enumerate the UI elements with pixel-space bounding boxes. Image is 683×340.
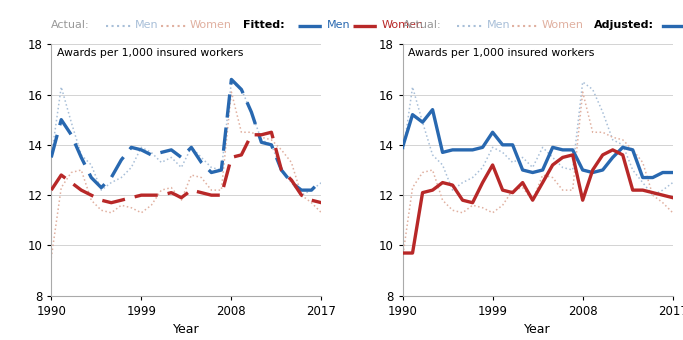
Text: Men: Men bbox=[326, 20, 350, 31]
Text: Men: Men bbox=[486, 20, 510, 31]
Text: Women: Women bbox=[190, 20, 232, 31]
Text: Men: Men bbox=[135, 20, 158, 31]
Text: Women: Women bbox=[542, 20, 583, 31]
Text: Actual:: Actual: bbox=[402, 20, 441, 31]
Text: Actual:: Actual: bbox=[51, 20, 90, 31]
Text: Awards per 1,000 insured workers: Awards per 1,000 insured workers bbox=[408, 48, 594, 58]
Text: Fitted:: Fitted: bbox=[243, 20, 285, 31]
X-axis label: Year: Year bbox=[173, 323, 199, 336]
Text: Women: Women bbox=[382, 20, 423, 31]
Text: Adjusted:: Adjusted: bbox=[594, 20, 654, 31]
Text: Awards per 1,000 insured workers: Awards per 1,000 insured workers bbox=[57, 48, 243, 58]
X-axis label: Year: Year bbox=[525, 323, 551, 336]
